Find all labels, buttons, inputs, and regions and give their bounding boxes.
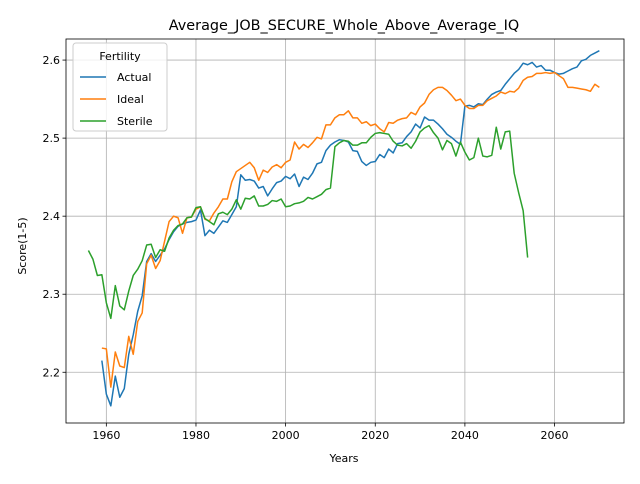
y-axis-label: Score(1-5) (16, 217, 29, 274)
y-tick-label: 2.2 (43, 366, 61, 379)
x-tick-label: 2000 (272, 429, 300, 442)
x-axis-ticks: 1960 1980 2000 2020 2040 2060 (92, 423, 569, 442)
series-line-ideal (101, 71, 600, 388)
legend-title: Fertility (99, 50, 141, 63)
legend-label-actual: Actual (117, 71, 151, 84)
legend-label-ideal: Ideal (117, 93, 144, 106)
x-tick-label: 2020 (361, 429, 389, 442)
x-tick-label: 1980 (182, 429, 210, 442)
series-line-sterile (87, 124, 529, 320)
x-tick-label: 1960 (92, 429, 120, 442)
y-axis-ticks: 2.2 2.3 2.4 2.5 2.6 (43, 54, 66, 379)
y-tick-label: 2.4 (43, 210, 61, 223)
chart-title: Average_JOB_SECURE_Whole_Above_Average_I… (169, 18, 519, 34)
legend: Fertility Actual Ideal Sterile (72, 42, 168, 132)
legend-box (72, 42, 168, 132)
axes-frame (65, 38, 625, 424)
x-tick-label: 2040 (451, 429, 479, 442)
x-tick-label: 2060 (541, 429, 569, 442)
y-tick-label: 2.5 (43, 132, 61, 145)
grid-lines (66, 39, 624, 423)
y-tick-label: 2.6 (43, 54, 61, 67)
y-tick-label: 2.3 (43, 288, 61, 301)
series-lines (87, 50, 600, 407)
legend-label-sterile: Sterile (117, 115, 153, 128)
x-axis-label: Years (328, 452, 358, 465)
